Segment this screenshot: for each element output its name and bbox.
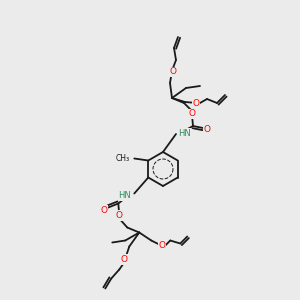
Text: O: O xyxy=(121,255,128,264)
Text: HN: HN xyxy=(118,191,131,200)
Text: HN: HN xyxy=(178,128,191,137)
Text: O: O xyxy=(193,98,200,107)
Text: CH₃: CH₃ xyxy=(115,154,129,163)
Text: O: O xyxy=(203,125,211,134)
Text: O: O xyxy=(101,206,108,215)
Text: O: O xyxy=(188,110,196,118)
Text: O: O xyxy=(116,211,123,220)
Text: O: O xyxy=(159,241,166,250)
Text: O: O xyxy=(169,68,176,76)
